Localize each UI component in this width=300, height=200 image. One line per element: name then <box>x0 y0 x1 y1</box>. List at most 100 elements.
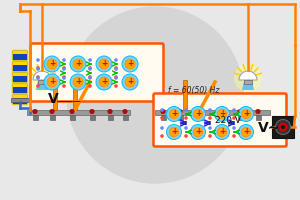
Bar <box>53 80 57 110</box>
Circle shape <box>160 116 164 120</box>
Bar <box>89 114 94 120</box>
Circle shape <box>208 126 212 130</box>
Wedge shape <box>33 71 51 80</box>
Circle shape <box>232 116 236 120</box>
Circle shape <box>184 126 188 130</box>
Circle shape <box>88 75 92 79</box>
FancyBboxPatch shape <box>12 83 28 94</box>
Circle shape <box>208 108 212 112</box>
Bar <box>155 110 270 115</box>
Circle shape <box>234 64 262 92</box>
Circle shape <box>108 109 112 114</box>
FancyBboxPatch shape <box>12 61 28 72</box>
Text: f = 60(50) Hz: f = 60(50) Hz <box>168 86 219 95</box>
Text: V~: V~ <box>258 121 280 135</box>
Text: +: + <box>171 109 177 118</box>
Circle shape <box>123 109 127 114</box>
Text: +: + <box>243 127 249 136</box>
Circle shape <box>278 122 287 132</box>
Text: +: + <box>75 59 81 68</box>
Bar <box>122 114 128 120</box>
Circle shape <box>62 58 66 62</box>
Text: +: + <box>127 59 133 68</box>
Circle shape <box>36 76 40 80</box>
Text: ———: ——— <box>57 97 82 106</box>
Circle shape <box>194 127 203 137</box>
Text: V: V <box>48 92 59 106</box>
Circle shape <box>67 7 243 183</box>
Circle shape <box>36 66 40 70</box>
Circle shape <box>194 109 203 119</box>
Text: +: + <box>127 77 133 86</box>
Circle shape <box>99 77 109 87</box>
Circle shape <box>184 108 188 112</box>
Bar <box>73 80 77 110</box>
Circle shape <box>208 116 212 120</box>
Circle shape <box>190 124 206 140</box>
Circle shape <box>184 116 188 120</box>
Circle shape <box>232 134 236 138</box>
Circle shape <box>125 77 135 87</box>
Circle shape <box>50 109 54 114</box>
Wedge shape <box>239 71 257 80</box>
Bar <box>27 110 130 115</box>
Circle shape <box>36 75 40 79</box>
Circle shape <box>169 127 179 137</box>
Text: 220 V: 220 V <box>215 116 241 125</box>
Circle shape <box>161 109 165 114</box>
Text: +: + <box>219 109 225 118</box>
Circle shape <box>88 66 92 70</box>
Bar <box>32 114 38 120</box>
Text: +: + <box>49 59 55 68</box>
Text: +: + <box>195 109 201 118</box>
Bar <box>38 79 46 84</box>
Text: +: + <box>195 127 201 136</box>
Circle shape <box>208 134 212 138</box>
Circle shape <box>160 108 164 112</box>
Circle shape <box>114 84 118 88</box>
Text: +: + <box>49 77 55 86</box>
Bar <box>160 114 166 120</box>
Bar <box>13 95 27 98</box>
Text: +: + <box>101 59 107 68</box>
Circle shape <box>125 59 135 69</box>
Polygon shape <box>36 80 48 90</box>
Circle shape <box>218 109 222 114</box>
Circle shape <box>167 124 182 140</box>
Text: +: + <box>75 77 81 86</box>
Circle shape <box>88 84 92 88</box>
Circle shape <box>99 59 109 69</box>
Circle shape <box>73 77 83 87</box>
Text: +: + <box>101 77 107 86</box>
Circle shape <box>96 56 112 72</box>
Circle shape <box>70 74 86 90</box>
Circle shape <box>184 134 188 138</box>
FancyBboxPatch shape <box>31 44 164 102</box>
Bar <box>238 114 242 120</box>
Bar <box>183 80 187 110</box>
Circle shape <box>238 109 242 114</box>
Circle shape <box>214 106 230 121</box>
Bar <box>11 98 29 102</box>
FancyBboxPatch shape <box>154 94 286 146</box>
Circle shape <box>238 106 253 121</box>
Circle shape <box>36 84 40 88</box>
Circle shape <box>62 75 66 79</box>
Bar <box>272 116 294 138</box>
Circle shape <box>241 127 251 137</box>
Circle shape <box>62 67 66 71</box>
Circle shape <box>70 109 74 114</box>
Circle shape <box>217 127 227 137</box>
Circle shape <box>70 56 86 72</box>
Circle shape <box>232 108 236 112</box>
Circle shape <box>36 67 40 71</box>
Circle shape <box>88 67 92 71</box>
Circle shape <box>44 74 60 90</box>
Bar <box>13 51 27 53</box>
Circle shape <box>114 58 118 62</box>
Circle shape <box>217 109 227 119</box>
Circle shape <box>256 109 260 114</box>
Bar <box>13 73 27 75</box>
Bar <box>13 84 27 86</box>
Bar <box>107 114 112 120</box>
